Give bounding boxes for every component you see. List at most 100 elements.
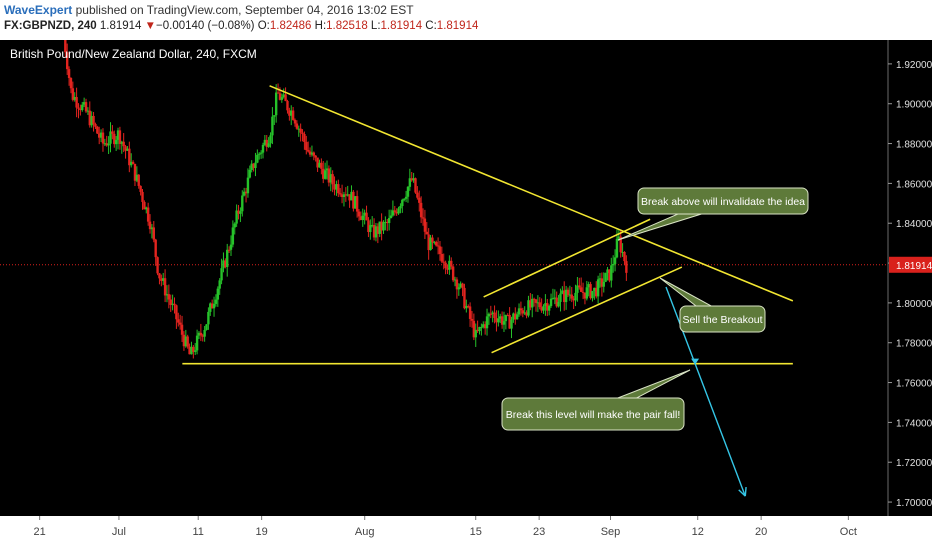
candle-body (69, 78, 73, 89)
candle-body (148, 221, 152, 230)
candle-body (357, 211, 361, 217)
price-tick-label: 1.80000 (896, 299, 932, 310)
symbol-label[interactable]: FX:GBPNZD, 240 (4, 20, 97, 32)
candle-body (178, 322, 182, 325)
candle-body (487, 313, 491, 317)
candle-body (566, 289, 570, 295)
candle-body (273, 115, 276, 117)
candle-body (71, 88, 75, 100)
candle-body (64, 40, 67, 53)
candle-body (438, 246, 442, 255)
candle-body (242, 191, 246, 196)
candle-body (583, 292, 587, 299)
candle-body (165, 294, 169, 296)
price-axis[interactable] (888, 40, 932, 550)
candle-body (412, 178, 415, 181)
candle-body (389, 215, 393, 219)
candle-body (233, 223, 236, 228)
time-tick-label: 19 (256, 526, 268, 538)
candle-body (173, 303, 176, 306)
candle-body (399, 206, 402, 209)
candle-body (589, 284, 592, 299)
candle-body (77, 107, 80, 109)
price-tick-label: 1.90000 (896, 100, 932, 111)
candle-body (288, 110, 291, 116)
candle-body (561, 290, 564, 294)
close-label: C: (425, 20, 437, 32)
candle-body (587, 284, 590, 288)
candle-body (455, 279, 459, 290)
price-tick-label: 1.78000 (896, 339, 932, 350)
candle-body (598, 278, 602, 280)
chart-canvas[interactable]: Break above will invalidate the idea Sell… (0, 40, 932, 550)
candle-body (177, 319, 180, 323)
price-chart[interactable]: Break above will invalidate the idea Sell… (0, 40, 932, 550)
chart-title: British Pound/New Zealand Dollar, 240, F… (10, 47, 257, 61)
candle-body (534, 299, 538, 303)
candle-body (568, 294, 572, 296)
candle-body (429, 237, 432, 251)
candle-body (386, 221, 389, 224)
price-tick-label: 1.84000 (896, 219, 932, 230)
time-tick-label: Aug (355, 526, 375, 538)
candle-body (250, 163, 253, 170)
candle-body (404, 196, 408, 199)
candle-body (610, 265, 613, 281)
candle-body (340, 194, 344, 197)
candle-body (265, 139, 268, 147)
candle-body (500, 316, 504, 325)
time-axis[interactable] (0, 516, 932, 550)
candle-body (416, 192, 419, 198)
time-tick-label: 23 (533, 526, 545, 538)
candle-body (325, 168, 329, 171)
candle-body (546, 303, 549, 311)
candle-body (410, 178, 413, 181)
candle-body (596, 279, 600, 297)
candle-body (186, 336, 189, 347)
candle-body (205, 324, 208, 331)
candle-body (314, 155, 317, 158)
candle-body (207, 311, 210, 325)
high-value: 1.82518 (326, 20, 368, 32)
price-tick-label: 1.72000 (896, 458, 932, 469)
time-axis-ticks: 21 Jul 11 19 Aug 15 23 Sep 12 20 Oct (34, 516, 857, 538)
candle-body (451, 266, 455, 281)
chart-background (0, 40, 932, 550)
candle-body (359, 216, 363, 221)
candle-body (310, 152, 314, 155)
candle-body (261, 144, 265, 153)
candle-body (408, 178, 412, 187)
price-tick-label: 1.88000 (896, 140, 932, 151)
candle-body (320, 162, 323, 169)
candle-body (318, 162, 321, 168)
candle-body (510, 319, 513, 329)
candle-body (158, 273, 161, 279)
candle-body (515, 314, 519, 320)
candle-body (103, 143, 107, 145)
time-tick-label: 15 (470, 526, 482, 538)
price-axis-ticks: 1.920001.900001.880001.860001.840001.820… (888, 60, 932, 509)
candle-body (600, 278, 604, 287)
candle-body (90, 115, 93, 126)
candle-body (135, 174, 139, 181)
candle-body (380, 221, 383, 231)
candle-body (154, 239, 157, 258)
author-link[interactable]: WaveExpert (4, 3, 73, 17)
candle-body (504, 314, 508, 322)
candle-body (201, 335, 204, 337)
candle-body (440, 254, 444, 262)
candle-body (506, 314, 509, 316)
price-tick-label: 1.76000 (896, 379, 932, 390)
candle-body (203, 330, 206, 337)
callout-3: Break this level will make the pair fall… (501, 369, 691, 431)
candle-body (231, 227, 235, 245)
candle-body (470, 318, 474, 321)
candle-body (297, 128, 300, 130)
candle-body (474, 329, 477, 338)
ohlc-line: FX:GBPNZD, 240 1.81914 ▼−0.00140 (−0.08%… (4, 20, 478, 32)
candle-body (248, 169, 252, 178)
candle-body (591, 290, 594, 299)
candle-body (576, 285, 579, 293)
time-tick-label: 12 (692, 526, 704, 538)
price-tick-label: 1.74000 (896, 418, 932, 429)
